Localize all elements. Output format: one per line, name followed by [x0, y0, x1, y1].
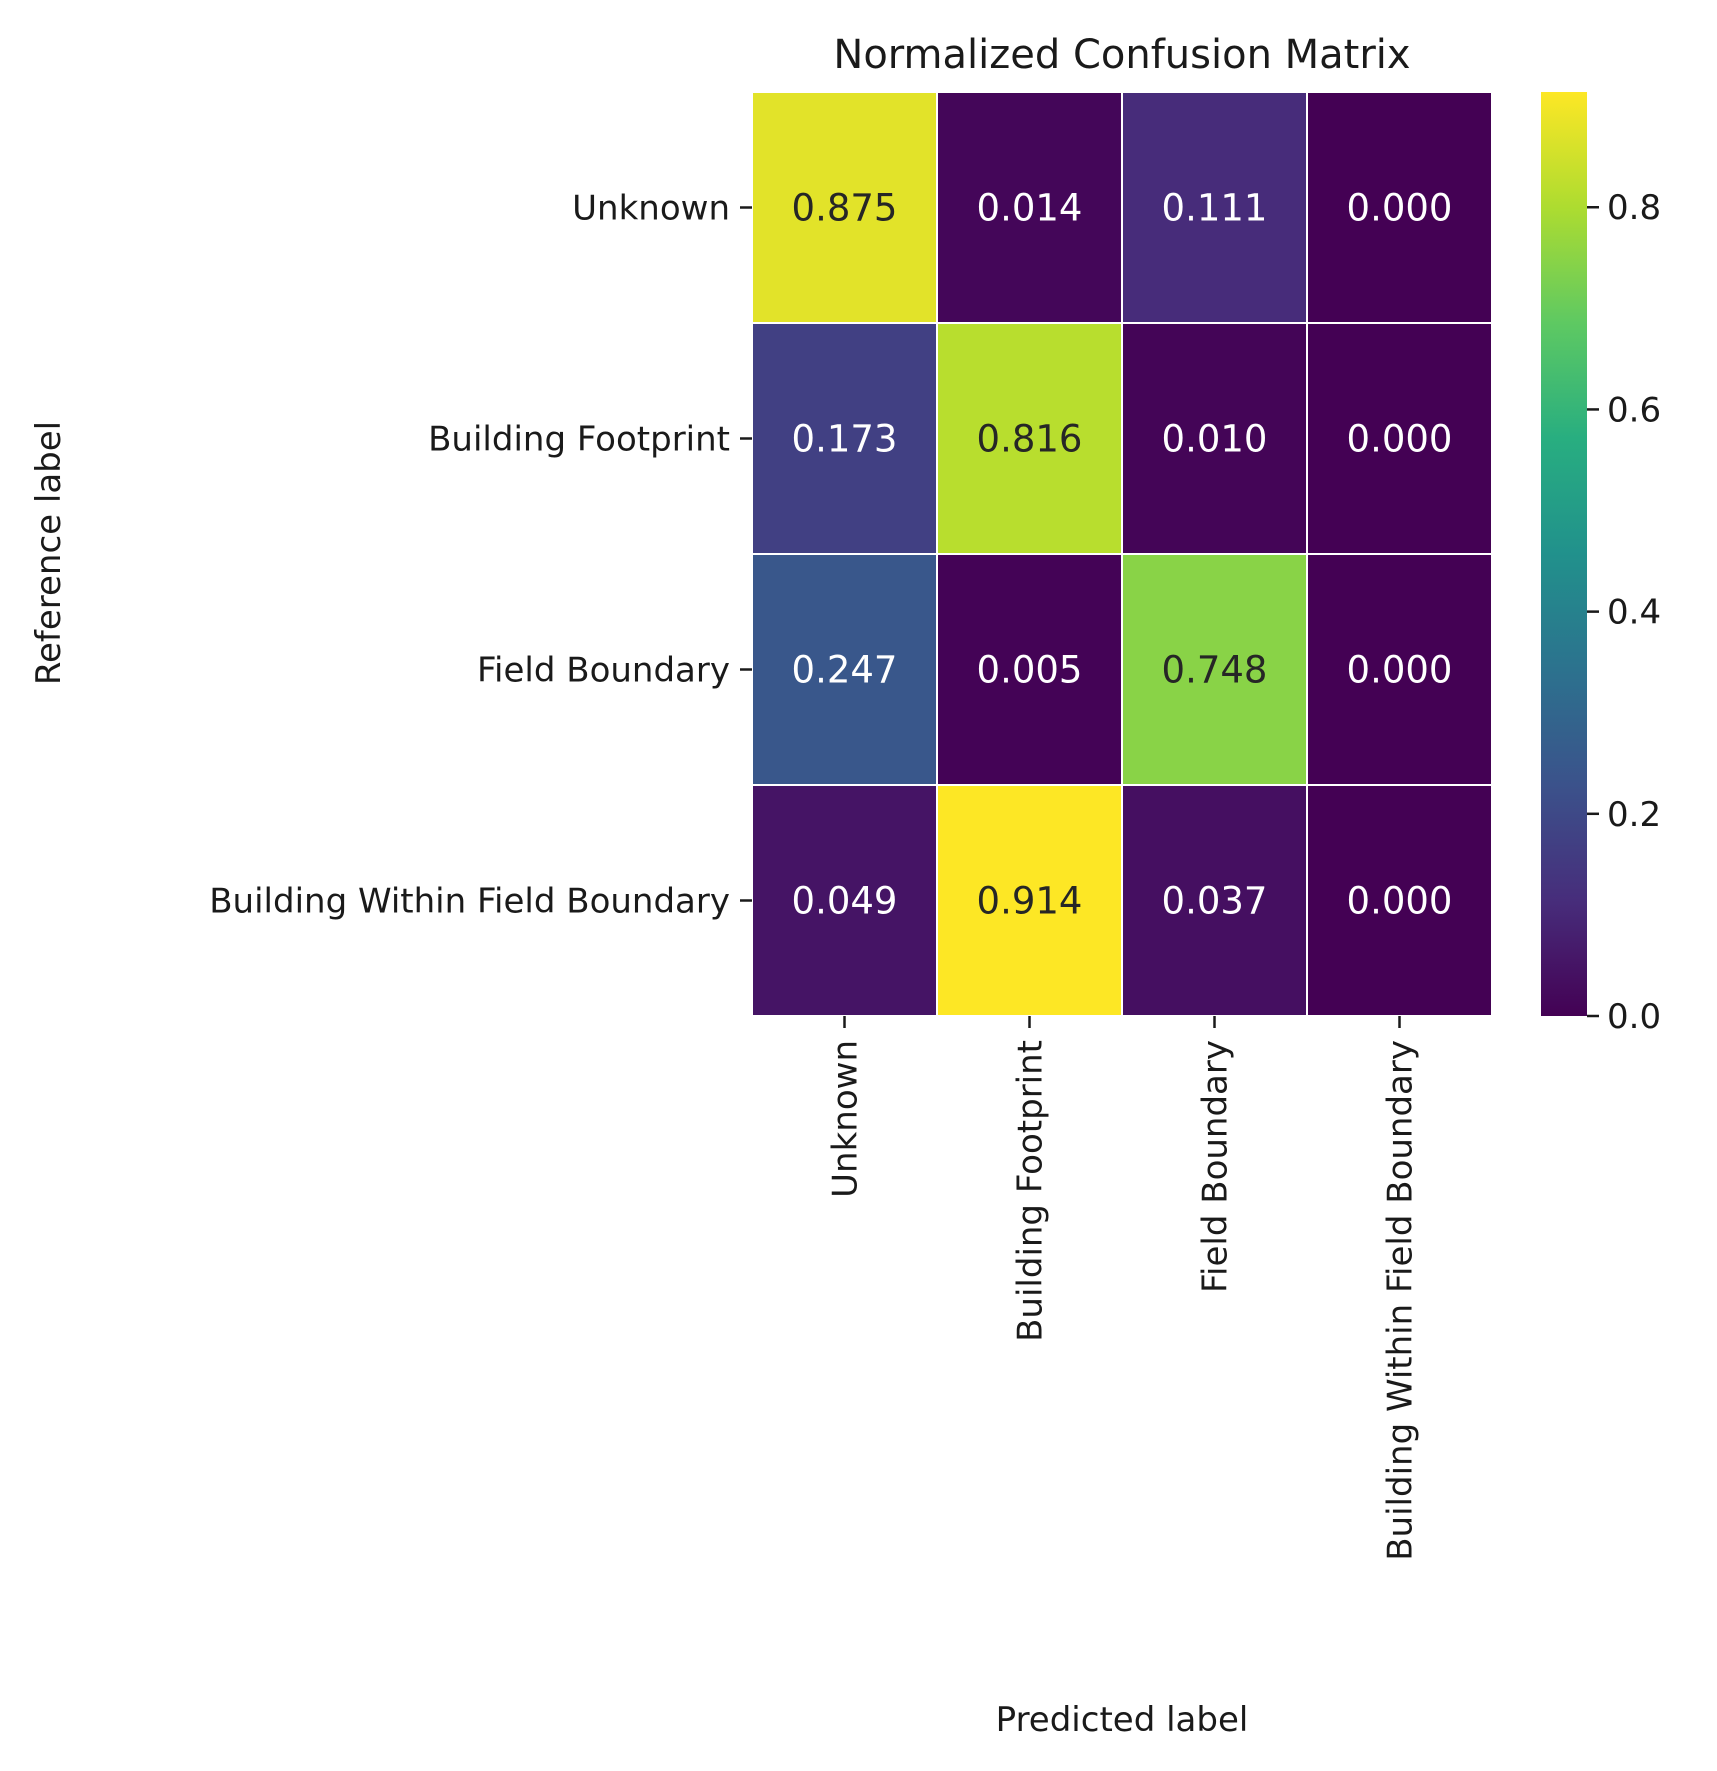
y-tick-label: Field Boundary — [477, 651, 730, 691]
cell-value-label: 0.000 — [1347, 187, 1453, 230]
heatmap-cell — [1306, 91, 1493, 324]
y-tick-label: Building Footprint — [428, 420, 730, 460]
x-tick-label: Field Boundary — [1196, 1040, 1236, 1293]
colorbar-tick-label: 0.4 — [1607, 593, 1661, 633]
heatmap-cell — [751, 322, 938, 555]
heatmap-cell — [936, 91, 1123, 324]
x-tick-label: Building Within Field Boundary — [1381, 1040, 1421, 1561]
heatmap-cell-labels: 0.875 0.014 0.111 0.000 0.173 0.816 0.010 0.000… — [792, 187, 1453, 923]
cell-value-label: 0.000 — [1347, 649, 1453, 692]
cell-value-label: 0.014 — [977, 187, 1083, 230]
y-tick-label: Unknown — [572, 189, 730, 229]
cell-value-label: 0.037 — [1162, 880, 1268, 923]
colorbar-tick-label: 0.2 — [1607, 795, 1661, 835]
x-tick-label: Building Footprint — [1011, 1040, 1051, 1342]
colorbar-tick-label: 0.0 — [1607, 997, 1661, 1037]
cell-value-label: 0.049 — [792, 880, 898, 923]
cell-value-label: 0.173 — [792, 418, 898, 461]
cell-value-label: 0.247 — [792, 649, 898, 692]
heatmap-cells — [751, 91, 1493, 1017]
heatmap-cell — [1121, 91, 1308, 324]
heatmap-cell — [936, 322, 1123, 555]
chart-title: Normalized Confusion Matrix — [833, 32, 1410, 78]
y-axis: Unknown Building Footprint Field Boundary B… — [209, 189, 752, 922]
cell-value-label: 0.000 — [1347, 880, 1453, 923]
colorbar-gradient — [1541, 92, 1587, 1016]
colorbar-tick-label: 0.6 — [1607, 390, 1661, 430]
x-axis-label: Predicted label — [996, 1700, 1249, 1740]
cell-value-label: 0.914 — [977, 880, 1083, 923]
x-axis: Unknown Building Footprint Field Boundary B… — [826, 1016, 1421, 1561]
cell-value-label: 0.111 — [1162, 187, 1268, 230]
colorbar-tick-label: 0.8 — [1607, 188, 1661, 228]
cell-value-label: 0.010 — [1162, 418, 1268, 461]
heatmap-cell — [751, 784, 938, 1017]
y-tick-label: Building Within Field Boundary — [209, 882, 730, 922]
heatmap-cell — [936, 784, 1123, 1017]
heatmap-cell — [936, 553, 1123, 786]
x-tick-label: Unknown — [826, 1040, 866, 1198]
cell-value-label: 0.748 — [1162, 649, 1268, 692]
cell-value-label: 0.000 — [1347, 418, 1453, 461]
colorbar: 0.0 0.2 0.4 0.6 0.8 — [1541, 92, 1661, 1037]
heatmap-cell — [1121, 784, 1308, 1017]
colorbar-ticks: 0.0 0.2 0.4 0.6 0.8 — [1587, 188, 1661, 1037]
heatmap-cell — [1306, 784, 1493, 1017]
cell-value-label: 0.816 — [977, 418, 1083, 461]
heatmap-cell — [1306, 553, 1493, 786]
heatmap-cell — [751, 91, 938, 324]
heatmap-cell — [1306, 322, 1493, 555]
cell-value-label: 0.875 — [792, 187, 898, 230]
y-axis-label: Reference label — [29, 421, 69, 685]
cell-value-label: 0.005 — [977, 649, 1083, 692]
